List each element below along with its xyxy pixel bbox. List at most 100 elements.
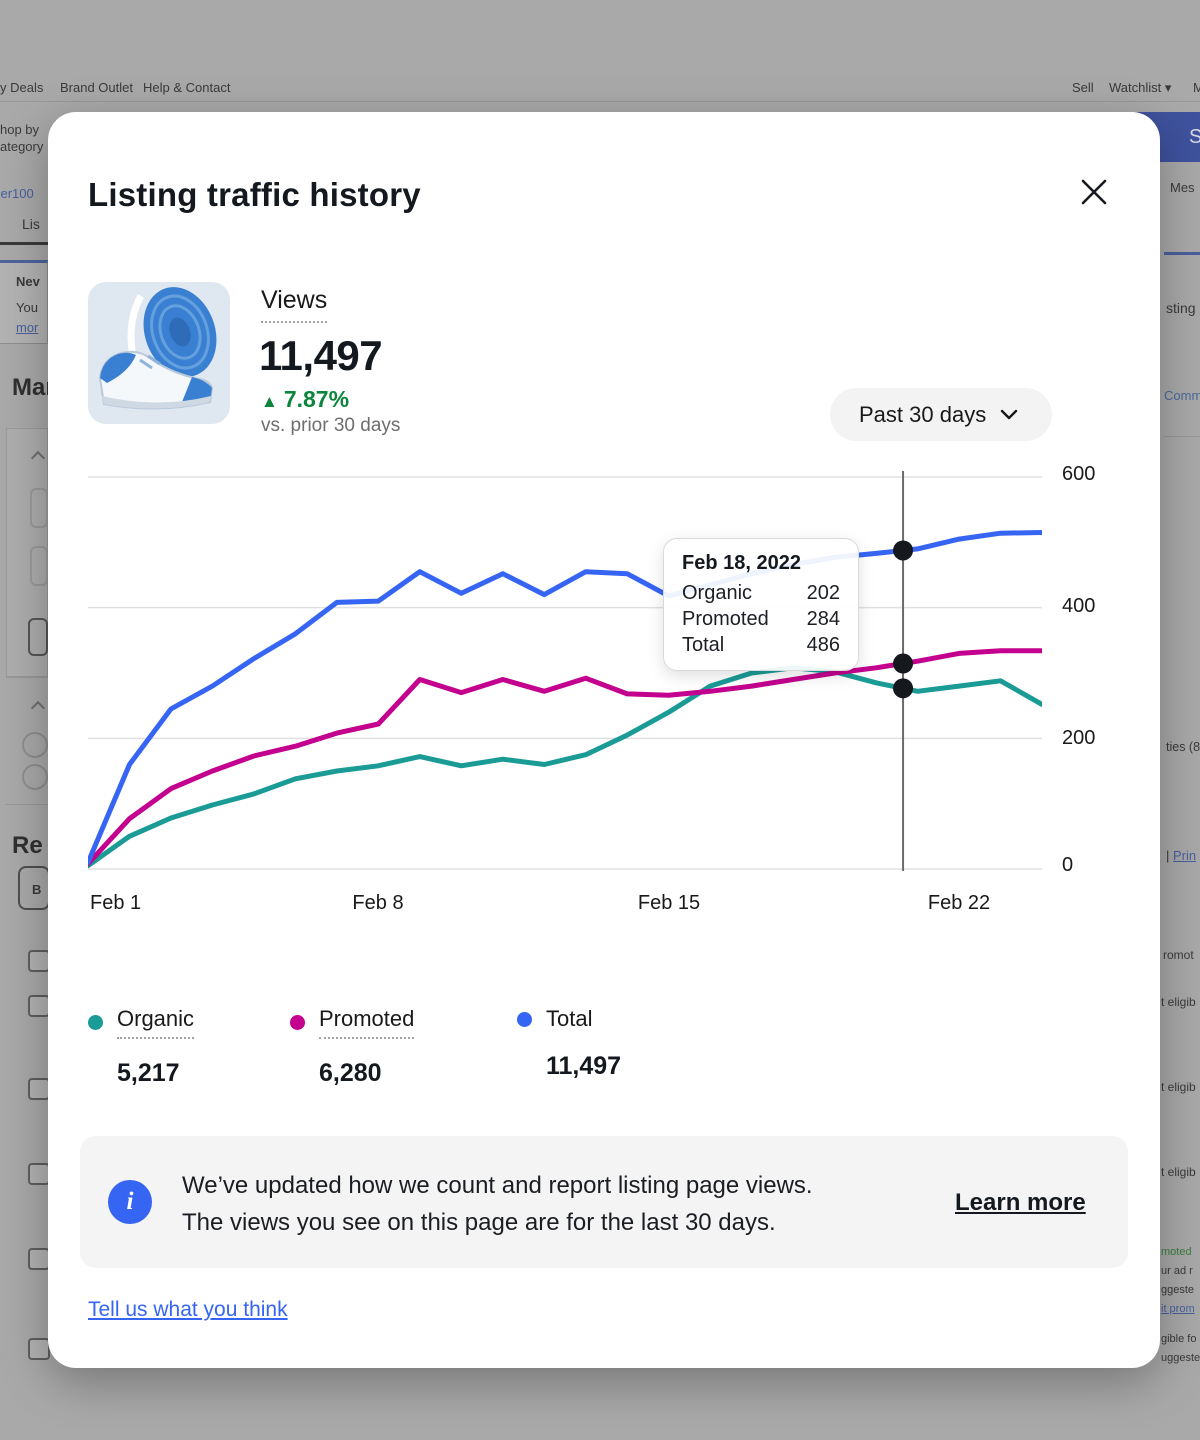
bg-pipe: | bbox=[1166, 848, 1170, 863]
arrow-up-icon: ▲ bbox=[261, 392, 278, 411]
views-change-percent: 7.87% bbox=[283, 386, 350, 412]
tooltip-promoted-value: 284 bbox=[806, 608, 840, 630]
bg-eligible-fragment: t eligib bbox=[1161, 995, 1196, 1009]
bg-heading-results: Re bbox=[12, 832, 43, 859]
bg-ad-fragment: ur ad r bbox=[1161, 1265, 1193, 1277]
bg-promo-link-fragment: it prom bbox=[1161, 1303, 1195, 1315]
bg-checkbox bbox=[28, 995, 50, 1017]
info-banner: i We’ve updated how we count and report … bbox=[80, 1136, 1128, 1268]
traffic-chart[interactable] bbox=[85, 465, 1045, 877]
bg-heading-marketing: Mar bbox=[12, 374, 55, 401]
bg-green-fragment: moted bbox=[1161, 1246, 1192, 1258]
bg-nav-watchlist: Watchlist ▾ bbox=[1109, 80, 1171, 96]
bg-suggested-fragment: ggeste bbox=[1161, 1284, 1195, 1296]
legend-organic-label[interactable]: Organic bbox=[117, 1006, 195, 1039]
tooltip-row-total: Total 486 bbox=[682, 632, 840, 658]
bg-community: Comm bbox=[1164, 388, 1200, 403]
bg-field-outline bbox=[30, 488, 48, 528]
x-axis-tick-feb15: Feb 15 bbox=[637, 892, 701, 914]
close-icon bbox=[1081, 179, 1107, 205]
x-axis-tick-feb22: Feb 22 bbox=[927, 892, 991, 914]
tooltip-date: Feb 18, 2022 bbox=[682, 552, 801, 574]
feedback-link[interactable]: Tell us what you think bbox=[88, 1298, 288, 1321]
bg-field-outline bbox=[30, 546, 48, 586]
learn-more-link[interactable]: Learn more bbox=[955, 1189, 1086, 1216]
bg-notice-link: mor bbox=[16, 320, 39, 335]
tooltip-row-promoted: Promoted 284 bbox=[682, 606, 840, 632]
y-axis-tick-200: 200 bbox=[1062, 727, 1096, 749]
date-range-dropdown[interactable]: Past 30 days bbox=[830, 388, 1052, 441]
views-metric-label[interactable]: Views bbox=[261, 286, 328, 323]
total-dot-icon bbox=[517, 1011, 532, 1027]
bg-checkbox bbox=[28, 950, 50, 972]
banner-line2: The views you see on this page are for t… bbox=[182, 1209, 776, 1236]
bg-listings-tab: sting bbox=[1166, 300, 1196, 316]
bg-eligible-fragment: gible fo bbox=[1161, 1333, 1197, 1345]
legend-total-value: 11,497 bbox=[546, 1052, 622, 1080]
bg-button-outline bbox=[28, 618, 48, 656]
y-axis-tick-0: 0 bbox=[1062, 854, 1074, 876]
bg-tab-listings: Lis bbox=[22, 216, 40, 232]
bg-print-row: | Prin bbox=[1166, 848, 1196, 863]
bg-nav-brand-outlet: Brand Outlet bbox=[60, 80, 133, 95]
organic-dot-icon bbox=[88, 1015, 103, 1030]
bg-checkbox bbox=[28, 1078, 50, 1100]
bg-divider bbox=[6, 676, 48, 677]
promoted-dot-icon bbox=[290, 1015, 305, 1030]
banner-line1: We’ve updated how we count and report li… bbox=[182, 1172, 813, 1199]
bg-chevron-up-icon bbox=[32, 450, 44, 462]
tooltip-organic-value: 202 bbox=[806, 582, 840, 604]
bg-shop-by-line2: ategory bbox=[0, 139, 44, 154]
tooltip-organic-label: Organic bbox=[682, 582, 753, 604]
bg-notice-title: Nev bbox=[16, 274, 40, 289]
bg-nav-sell: Sell bbox=[1072, 80, 1094, 95]
date-range-label: Past 30 days bbox=[859, 401, 987, 427]
legend-total-label: Total bbox=[546, 1006, 593, 1031]
bg-toolbar-button: B bbox=[18, 866, 50, 910]
sneakers-image bbox=[88, 282, 230, 424]
views-comparison: vs. prior 30 days bbox=[261, 415, 401, 436]
bg-eligible-fragment: t eligib bbox=[1161, 1165, 1196, 1179]
bg-activities: ties (8 bbox=[1166, 740, 1200, 754]
info-icon: i bbox=[108, 1180, 152, 1224]
close-button[interactable] bbox=[1070, 168, 1118, 216]
tooltip-total-value: 486 bbox=[806, 634, 840, 656]
chevron-down-icon bbox=[1000, 409, 1018, 420]
bg-checkbox bbox=[28, 1248, 50, 1270]
legend-promoted-label[interactable]: Promoted bbox=[319, 1006, 415, 1039]
bg-nav-divider bbox=[0, 101, 1200, 102]
bg-nav-my-deals: y Deals bbox=[0, 80, 44, 95]
views-value: 11,497 bbox=[259, 332, 383, 379]
bg-checkbox bbox=[28, 1163, 50, 1185]
legend-promoted: Promoted 6,280 bbox=[290, 1006, 415, 1088]
chevron-down-icon: ▾ bbox=[1164, 80, 1172, 95]
bg-radio-outline bbox=[22, 732, 48, 758]
line-chart bbox=[85, 471, 1045, 871]
bg-print-link: Prin bbox=[1173, 848, 1197, 863]
bg-checkbox bbox=[28, 1338, 50, 1360]
legend-organic: Organic 5,217 bbox=[88, 1006, 195, 1088]
bg-suggested-fragment: uggeste bbox=[1161, 1352, 1200, 1364]
bg-messages: Mes bbox=[1170, 180, 1195, 195]
legend-promoted-value: 6,280 bbox=[319, 1059, 382, 1087]
x-axis-tick-feb1: Feb 1 bbox=[90, 892, 142, 914]
bg-nav-watchlist-label: Watchlist bbox=[1109, 80, 1162, 95]
bg-filter-panel bbox=[6, 428, 48, 678]
bg-eligible-fragment: t eligib bbox=[1161, 1080, 1196, 1094]
bg-divider-right bbox=[1163, 436, 1200, 437]
legend-organic-value: 5,217 bbox=[117, 1059, 180, 1087]
bg-divider bbox=[6, 804, 48, 805]
bg-notice-body: You bbox=[16, 300, 38, 315]
y-axis-tick-600: 600 bbox=[1062, 463, 1096, 485]
bg-radio-outline bbox=[22, 764, 48, 790]
x-axis-tick-feb8: Feb 8 bbox=[352, 892, 404, 914]
bg-toolbar-button-label: B bbox=[32, 882, 42, 897]
bg-username-link: ser100 bbox=[0, 186, 34, 201]
views-change: ▲ 7.87% bbox=[261, 386, 349, 413]
bg-tab-underline bbox=[0, 242, 48, 245]
y-axis-tick-400: 400 bbox=[1062, 595, 1096, 617]
bg-chevron-up-icon bbox=[32, 700, 44, 712]
listing-photo bbox=[88, 282, 230, 424]
tooltip-total-label: Total bbox=[682, 634, 725, 656]
bg-shop-by-line1: hop by bbox=[0, 122, 40, 137]
